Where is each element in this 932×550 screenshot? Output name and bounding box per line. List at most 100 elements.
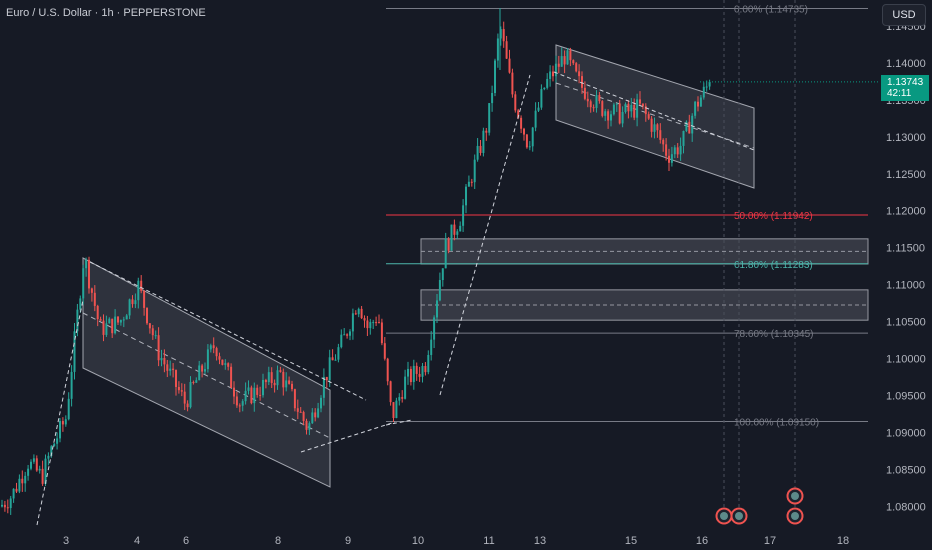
candle-body <box>685 121 688 131</box>
candle-body <box>699 97 702 107</box>
candle-body <box>662 139 665 145</box>
candle-body <box>528 146 531 148</box>
candle-body <box>656 124 659 131</box>
candle-body <box>534 110 537 128</box>
candle-body <box>218 356 221 360</box>
candle-body <box>502 29 505 42</box>
candle-body <box>128 299 131 316</box>
candle-body <box>578 71 581 77</box>
candle-body <box>389 381 392 403</box>
fib-level-label: 78.60% (1.10345) <box>734 329 814 340</box>
candle-body <box>583 87 586 99</box>
candle-body <box>438 280 441 301</box>
candle-body <box>169 368 172 371</box>
candle-body <box>35 458 38 471</box>
candle-body <box>233 387 235 397</box>
candle-body <box>206 349 209 370</box>
candle-body <box>56 438 59 444</box>
candle-body <box>401 397 404 399</box>
bar-countdown: 42:11 <box>887 88 912 99</box>
candle-body <box>288 380 291 384</box>
candle-body <box>496 38 499 61</box>
candle-body <box>99 319 102 321</box>
candle-body <box>702 86 705 98</box>
x-tick-label: 18 <box>837 535 849 547</box>
candle-body <box>180 390 183 392</box>
currency-button[interactable]: USD <box>882 4 926 26</box>
candle-body <box>302 412 305 421</box>
trend-dash-line <box>385 419 413 426</box>
candle-body <box>108 318 111 324</box>
trend-dash-line <box>89 261 367 401</box>
candle-body <box>328 357 331 381</box>
y-tick-label: 1.11000 <box>886 280 925 292</box>
candle-body <box>624 103 627 113</box>
candle-body <box>407 368 409 377</box>
candle-body <box>557 63 560 67</box>
candle-body <box>363 318 366 321</box>
x-tick-label: 17 <box>764 535 776 547</box>
candle-body <box>195 380 198 383</box>
candle-body <box>592 107 595 109</box>
y-tick-label: 1.08000 <box>886 502 926 514</box>
candle-body <box>650 118 653 132</box>
candle-body <box>125 315 128 320</box>
candle-body <box>279 370 282 372</box>
candle-body <box>470 181 473 183</box>
candle-body <box>633 104 636 118</box>
candle-body <box>134 300 137 305</box>
candle-body <box>647 114 650 119</box>
candle-body <box>366 320 369 329</box>
candle-body <box>708 81 711 87</box>
candle-body <box>70 371 73 399</box>
candle-body <box>424 366 427 373</box>
channel <box>82 257 331 488</box>
candle-body <box>697 101 699 107</box>
candle-body <box>665 144 668 156</box>
candle-body <box>607 111 610 121</box>
candle-body <box>64 419 67 425</box>
candle-body <box>566 50 569 65</box>
economic-event-icon[interactable] <box>786 487 804 505</box>
candle-body <box>224 363 227 365</box>
candle-body <box>392 402 395 418</box>
candle-body <box>636 99 639 118</box>
candle-body <box>360 308 363 319</box>
candle-body <box>111 318 114 334</box>
candle-body <box>473 159 476 183</box>
fib-level-label: 50.00% (1.11942) <box>734 211 813 222</box>
candle-body <box>253 387 256 404</box>
candle-body <box>572 60 575 64</box>
fib-retracement: 0.00% (1.14735) 50.00% (1.11942) 61.80% (1… <box>386 5 868 428</box>
fib-level-label: 61.80% (1.11283) <box>734 260 813 271</box>
candle-body <box>166 364 169 371</box>
candle-body <box>575 63 578 72</box>
channel-midline <box>555 82 755 149</box>
candle-body <box>485 130 488 133</box>
candle-body <box>491 93 494 104</box>
candle-body <box>227 363 230 367</box>
candle-body <box>369 322 372 329</box>
candle-body <box>421 366 424 377</box>
y-tick-label: 1.09000 <box>886 428 926 440</box>
candle-body <box>346 334 349 336</box>
candle-body <box>311 412 314 424</box>
candle-body <box>256 387 259 395</box>
economic-event-icon[interactable] <box>730 507 748 525</box>
candle-body <box>317 408 320 418</box>
y-tick-label: 1.13000 <box>886 132 926 144</box>
candle-body <box>409 368 412 383</box>
candle-body <box>467 181 470 187</box>
candle-body <box>270 372 273 383</box>
candle-body <box>644 106 647 115</box>
candle-body <box>688 121 691 134</box>
event-markers[interactable] <box>715 487 804 525</box>
candle-body <box>296 408 299 412</box>
candle-body <box>412 365 415 383</box>
candle-body <box>670 154 673 163</box>
candle-body <box>18 478 21 492</box>
economic-event-icon[interactable] <box>786 507 804 525</box>
economic-event-icon[interactable] <box>715 507 733 525</box>
